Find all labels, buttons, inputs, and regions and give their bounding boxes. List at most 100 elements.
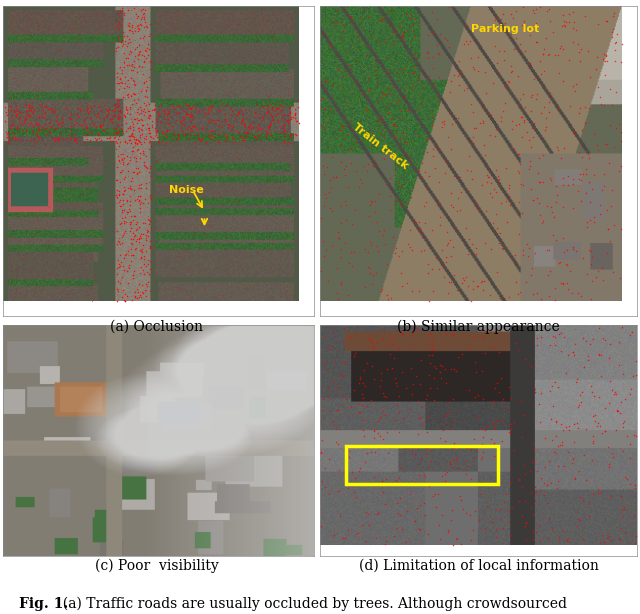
Point (446, 188, 456, 198)
Point (387, 363, 397, 373)
Point (163, 106, 173, 116)
Point (1, 107, 11, 117)
Point (358, 378, 368, 388)
Point (429, 78, 439, 88)
Point (131, 217, 141, 227)
Point (115, 131, 125, 141)
Point (321, 76, 331, 86)
Point (499, 497, 509, 507)
Point (608, 266, 618, 276)
Point (72, 118, 82, 128)
Point (163, 107, 173, 117)
Point (550, 448, 561, 458)
Point (115, 201, 125, 211)
Point (536, 294, 547, 304)
Point (118, 200, 129, 209)
Point (111, 190, 121, 200)
Point (386, 293, 396, 303)
Point (440, 469, 451, 479)
Point (271, 104, 281, 114)
Point (456, 172, 466, 182)
Point (625, 389, 635, 399)
Point (123, 76, 133, 85)
Point (366, 447, 376, 457)
Point (49, 107, 59, 117)
Point (221, 116, 232, 126)
Point (374, 37, 385, 47)
Point (143, 214, 154, 224)
Point (525, 106, 536, 116)
Text: (d) Limitation of local information: (d) Limitation of local information (359, 559, 598, 573)
Point (630, 356, 640, 366)
Point (464, 151, 474, 161)
Point (327, 152, 337, 162)
Point (438, 425, 448, 435)
Point (264, 122, 274, 131)
Point (10, 134, 20, 144)
Point (290, 130, 300, 139)
Point (10, 73, 20, 83)
Point (284, 201, 294, 211)
Point (535, 56, 545, 66)
Point (93, 128, 104, 138)
Point (476, 454, 486, 464)
Point (388, 119, 398, 129)
Point (138, 128, 148, 138)
Point (40, 109, 51, 119)
Point (457, 349, 467, 359)
Point (362, 262, 372, 272)
Point (140, 194, 150, 204)
Point (319, 483, 330, 492)
Point (492, 223, 502, 233)
Point (477, 332, 488, 342)
Point (568, 203, 578, 213)
Point (124, 37, 134, 47)
Point (389, 532, 399, 542)
Point (552, 483, 562, 492)
Point (481, 325, 491, 335)
Point (594, 392, 604, 402)
Point (581, 169, 591, 179)
Point (139, 56, 149, 66)
Point (136, 87, 147, 96)
Point (428, 26, 438, 36)
Point (496, 112, 506, 122)
Point (106, 116, 116, 126)
Point (84, 119, 94, 129)
Point (428, 340, 438, 349)
Point (381, 392, 391, 402)
Point (544, 49, 554, 59)
Point (527, 195, 538, 205)
Point (113, 134, 124, 144)
Point (577, 125, 587, 135)
Point (182, 41, 192, 51)
Point (241, 80, 252, 90)
Point (522, 127, 532, 137)
Point (488, 517, 498, 527)
Point (20, 106, 31, 116)
Point (3, 131, 13, 141)
Point (108, 123, 118, 133)
Point (363, 247, 373, 257)
Point (92, 25, 102, 34)
Point (445, 277, 456, 287)
Point (616, 161, 627, 171)
Point (95, 121, 106, 131)
Point (133, 104, 143, 114)
Point (182, 109, 193, 119)
Point (607, 185, 617, 195)
Point (511, 6, 521, 15)
Point (373, 416, 383, 426)
Point (79, 114, 89, 123)
Point (33, 112, 44, 122)
Point (6, 105, 17, 115)
Point (1, 128, 12, 138)
Point (600, 403, 610, 413)
Point (426, 456, 436, 466)
Point (137, 280, 147, 290)
Point (10, 149, 20, 158)
Point (207, 126, 218, 136)
Point (408, 69, 418, 79)
Point (168, 18, 178, 28)
Point (225, 125, 236, 135)
